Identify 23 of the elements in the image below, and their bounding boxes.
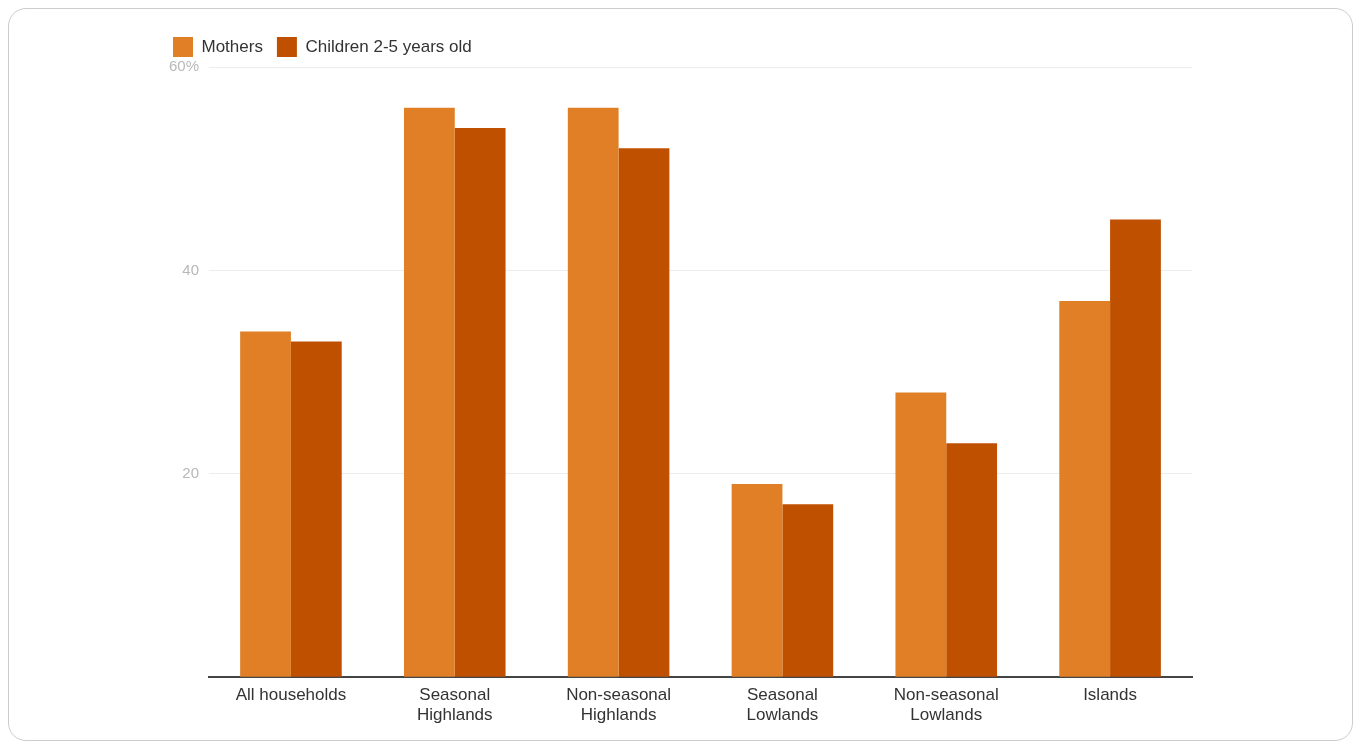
x-tick-label: Seasonal Lowlands — [746, 685, 819, 725]
bar — [290, 341, 342, 677]
bar — [895, 392, 947, 677]
bar — [567, 107, 619, 677]
x-tick-label: Islands — [1083, 685, 1138, 705]
x-tick-label: All households — [235, 685, 347, 705]
y-tick-label: 60% — [168, 57, 200, 75]
bar — [240, 331, 291, 677]
legend-label: Children 2-5 years old — [305, 36, 472, 56]
bar — [731, 483, 783, 677]
bar — [1110, 219, 1161, 677]
y-tick-label: 20 — [182, 463, 200, 481]
bar — [454, 128, 506, 677]
x-tick-label: Non-seasonal Lowlands — [893, 685, 999, 725]
legend-label: Mothers — [201, 36, 263, 56]
bar — [782, 504, 834, 677]
x-tick-label: Seasonal Highlands — [416, 685, 493, 725]
bar — [403, 107, 455, 677]
x-tick-label: Non-seasonal Highlands — [566, 685, 672, 725]
bar — [618, 148, 670, 677]
bar — [946, 443, 998, 677]
y-tick-label: 40 — [182, 260, 200, 278]
bar — [1059, 300, 1111, 677]
